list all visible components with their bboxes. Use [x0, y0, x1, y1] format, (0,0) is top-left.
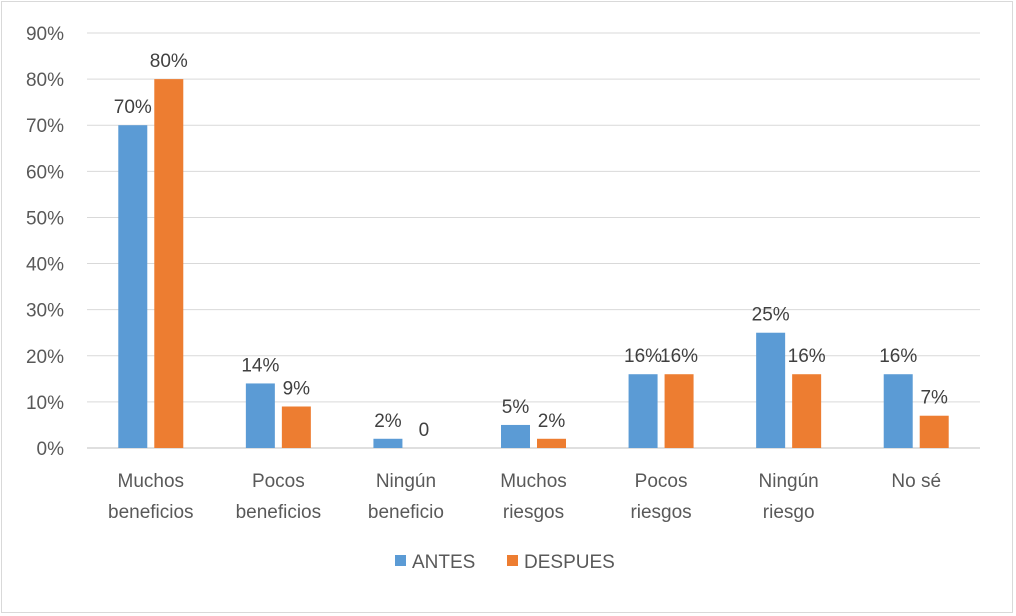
category-label: beneficio — [368, 502, 444, 523]
y-tick-label: 70% — [26, 116, 64, 137]
category-label: Ningún — [759, 471, 819, 492]
y-tick-label: 30% — [26, 301, 64, 322]
data-label: 16% — [660, 346, 698, 367]
category-label: riesgos — [630, 502, 691, 523]
y-tick-label: 80% — [26, 70, 64, 91]
data-label: 80% — [150, 51, 188, 72]
data-label: 5% — [502, 397, 530, 418]
bar-antes — [373, 438, 403, 448]
legend-label-despues: DESPUES — [524, 552, 615, 573]
data-label: 16% — [879, 346, 917, 367]
data-label: 7% — [920, 388, 948, 409]
category-label: Muchos — [118, 471, 185, 492]
bar-despues — [281, 406, 311, 448]
bar-antes — [883, 374, 913, 448]
data-label: 2% — [538, 411, 566, 432]
data-label: 2% — [374, 411, 402, 432]
y-tick-label: 50% — [26, 208, 64, 229]
category-label: Pocos — [635, 471, 688, 492]
category-label: beneficios — [236, 502, 322, 523]
y-tick-label: 60% — [26, 162, 64, 183]
bar-antes — [628, 374, 658, 448]
data-label: 16% — [788, 346, 826, 367]
data-label: 70% — [114, 97, 152, 118]
y-tick-label: 10% — [26, 393, 64, 414]
legend-swatch-antes — [395, 555, 406, 566]
data-label: 16% — [624, 346, 662, 367]
y-tick-label: 20% — [26, 347, 64, 368]
category-label: Ningún — [376, 471, 436, 492]
y-tick-label: 90% — [26, 24, 64, 45]
category-label: riesgos — [503, 502, 564, 523]
data-label: 14% — [241, 355, 279, 376]
bar-antes — [756, 332, 786, 448]
category-label: riesgo — [763, 502, 815, 523]
bar-antes — [118, 125, 148, 448]
legend-swatch-despues — [507, 555, 518, 566]
category-label: Muchos — [500, 471, 567, 492]
y-tick-label: 40% — [26, 255, 64, 276]
bar-despues — [792, 374, 822, 448]
category-label: No sé — [891, 471, 941, 492]
y-tick-label: 0% — [37, 439, 65, 460]
bar-antes — [245, 383, 275, 448]
bar-despues — [919, 415, 949, 448]
data-label: 25% — [752, 305, 790, 326]
data-label: 9% — [283, 379, 311, 400]
bar-despues — [664, 374, 694, 448]
category-label: beneficios — [108, 502, 194, 523]
bar-antes — [501, 424, 530, 448]
data-label: 0 — [419, 420, 430, 441]
bar-despues — [154, 79, 184, 448]
category-label: Pocos — [252, 471, 305, 492]
legend-label-antes: ANTES — [412, 552, 475, 573]
bar-despues — [537, 438, 566, 448]
